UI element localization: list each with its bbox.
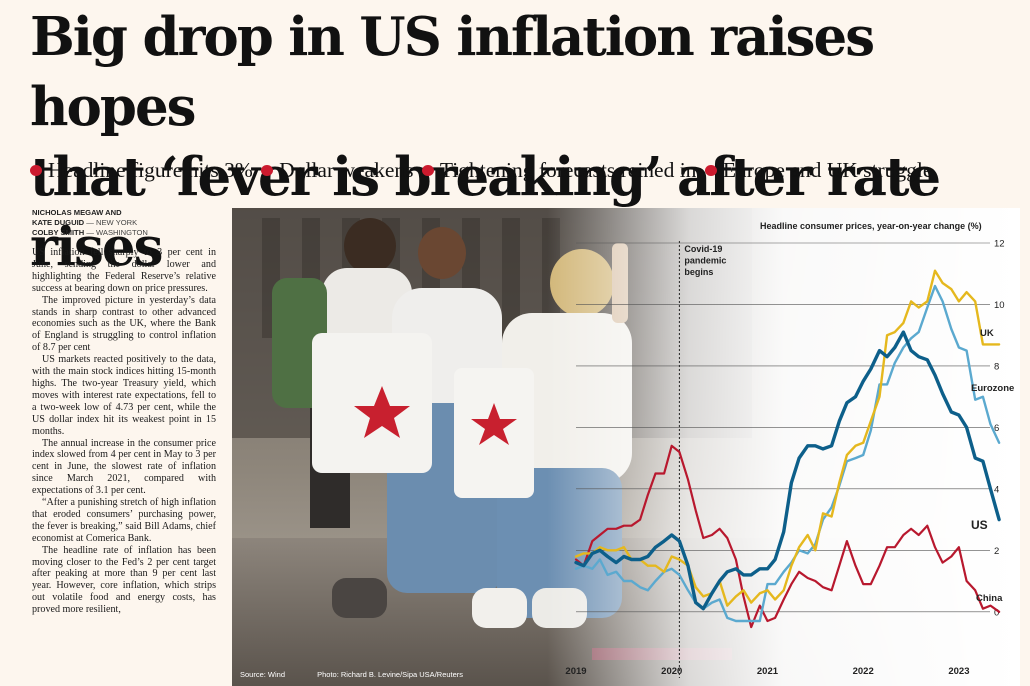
article-paragraph: US inflation fell sharply to 3 per cent … — [32, 247, 216, 294]
photo-chart-figure: Headline consumer prices, year-on-year c… — [232, 208, 1020, 686]
y-tick-label: 10 — [994, 300, 1005, 311]
headline-line-1: Big drop in US inflation raises hopes — [30, 6, 875, 138]
figure-credits: Source: Wind Photo: Richard B. Levine/Si… — [240, 670, 493, 679]
chart-background — [232, 208, 1020, 686]
article-paragraph: The annual increase in the consumer pric… — [32, 437, 216, 497]
y-tick-label: 2 — [994, 546, 999, 557]
bullet-text: Tightening forecasts reined in — [439, 158, 697, 182]
series-line-eurozone — [574, 284, 1001, 623]
article-paragraph: The headline rate of inflation has been … — [32, 544, 216, 616]
x-tick-label: 2023 — [948, 666, 969, 677]
bullet-dot-icon — [421, 165, 434, 176]
y-tick-label: 4 — [994, 484, 999, 495]
photo-credit: Photo: Richard B. Levine/Sipa USA/Reuter… — [317, 670, 464, 679]
series-label: US — [971, 518, 988, 532]
series-line-us — [574, 330, 1001, 611]
article-paragraph: The improved picture in yesterday’s data… — [32, 294, 216, 354]
bullet-dot-icon — [704, 165, 717, 176]
article-paragraph: “After a punishing stretch of high infla… — [32, 497, 216, 544]
chart-title: Headline consumer prices, year-on-year c… — [760, 221, 982, 231]
subheading-bullets: Headline figure hits 3% Dollar weakens T… — [30, 158, 1020, 183]
x-tick-label: 2020 — [661, 666, 682, 677]
x-tick-label: 2022 — [853, 666, 874, 677]
x-tick-label: 2019 — [565, 666, 586, 677]
bullet-text: Dollar weakens — [279, 158, 414, 182]
series-line-uk — [574, 269, 1001, 607]
series-label: China — [976, 593, 1003, 604]
inflation-line-chart: Headline consumer prices, year-on-year c… — [565, 221, 1014, 678]
y-tick-label: 0 — [994, 607, 999, 618]
bullet-item: Tightening forecasts reined in — [421, 158, 697, 183]
bullet-item: Europe and UK struggle — [704, 158, 933, 183]
author-name: NICHOLAS MEGAW AND — [32, 208, 122, 217]
headline: Big drop in US inflation raises hopes th… — [30, 2, 1020, 282]
headline-line-2: that ‘fever is breaking’ after rate rise… — [30, 146, 941, 278]
byline-line: KATE DUGUID — NEW YORK — [32, 218, 232, 228]
bullet-text: Headline figure hits 3% — [48, 158, 253, 182]
byline: NICHOLAS MEGAW AND KATE DUGUID — NEW YOR… — [32, 208, 232, 238]
author-location: — WASHINGTON — [86, 228, 148, 237]
y-tick-label: 12 — [994, 239, 1005, 250]
covid-annotation-text: Covid-19 — [684, 244, 722, 254]
author-name: COLBY SMITH — [32, 228, 85, 237]
x-tick-label: 2021 — [757, 666, 779, 677]
series-label: Eurozone — [971, 383, 1014, 394]
y-tick-label: 8 — [994, 361, 999, 372]
byline-line: NICHOLAS MEGAW AND — [32, 208, 232, 218]
author-name: KATE DUGUID — [32, 218, 85, 227]
chart-source: Source: Wind — [240, 670, 286, 679]
article-body: US inflation fell sharply to 3 per cent … — [32, 247, 216, 686]
series-line-china — [574, 444, 1001, 629]
bullet-dot-icon — [261, 165, 274, 176]
byline-line: COLBY SMITH — WASHINGTON — [32, 228, 232, 238]
bullet-item: Dollar weakens — [261, 158, 414, 183]
bullet-dot-icon — [30, 165, 42, 176]
covid-annotation-text: begins — [684, 267, 713, 277]
covid-annotation-text: pandemic — [684, 256, 726, 266]
article-paragraph: US markets reacted positively to the dat… — [32, 354, 216, 437]
bullet-item: Headline figure hits 3% — [30, 158, 253, 183]
author-location: — NEW YORK — [86, 218, 138, 227]
y-tick-label: 6 — [994, 423, 999, 434]
bullet-text: Europe and UK struggle — [722, 158, 933, 182]
series-label: UK — [980, 328, 994, 339]
